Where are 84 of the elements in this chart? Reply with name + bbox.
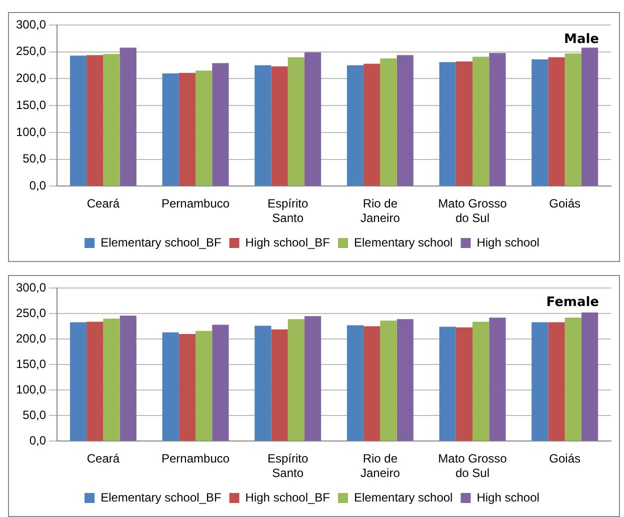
bar xyxy=(254,326,272,441)
bar xyxy=(380,320,397,441)
bar xyxy=(396,55,414,186)
x-tick-label: Rio de Janeiro xyxy=(360,196,400,226)
bar xyxy=(271,66,288,186)
legend-label: High school xyxy=(476,490,540,504)
y-tick-label: 150,0 xyxy=(16,356,46,371)
bar xyxy=(178,72,196,186)
bar xyxy=(212,63,229,186)
bar xyxy=(86,55,104,186)
y-tick-label: 0,0 xyxy=(29,178,46,193)
bar xyxy=(581,312,598,441)
bar xyxy=(532,322,548,441)
bar xyxy=(564,318,582,441)
bar xyxy=(396,319,414,441)
bar xyxy=(472,56,490,186)
y-tick-label: 300,0 xyxy=(16,17,46,32)
y-tick-label: 150,0 xyxy=(16,98,46,112)
bar xyxy=(162,73,179,186)
bar xyxy=(162,332,179,441)
y-tick-label: 250,0 xyxy=(16,306,46,320)
legend-label: Elementary school_BF xyxy=(100,490,222,504)
bar xyxy=(288,57,304,186)
text: Male xyxy=(564,32,600,47)
bar xyxy=(548,57,565,186)
bar xyxy=(364,326,380,441)
x-tick-label: Pernambuco xyxy=(162,196,230,211)
bar xyxy=(196,330,212,441)
bar xyxy=(380,58,397,186)
bar xyxy=(456,327,473,441)
y-tick-label: 0,0 xyxy=(29,434,46,448)
bar xyxy=(70,322,87,441)
bar xyxy=(456,62,473,186)
bar xyxy=(548,322,565,441)
bar xyxy=(254,65,272,186)
y-tick-label: 50,0 xyxy=(22,408,46,422)
x-tick-label: Pernambuco xyxy=(162,452,230,466)
y-tick-label: 250,0 xyxy=(16,44,46,58)
y-tick-label: 100,0 xyxy=(16,382,46,396)
bar xyxy=(346,65,364,186)
y-tick-label: 200,0 xyxy=(16,71,46,86)
y-tick-label: 100,0 xyxy=(16,124,46,139)
bar xyxy=(178,334,196,441)
legend-label: High school xyxy=(476,235,540,250)
bar xyxy=(70,56,87,186)
bar xyxy=(212,324,229,441)
bar xyxy=(364,64,380,186)
legend-label: Elementary school xyxy=(354,490,453,504)
bar xyxy=(581,48,598,186)
x-tick-label: Ceará xyxy=(86,452,120,466)
x-tick-label: Mato Grosso do Sul xyxy=(438,196,508,226)
bar xyxy=(439,62,456,186)
y-tick-label: 50,0 xyxy=(22,152,46,166)
x-tick-label: Espírito Santo xyxy=(268,452,309,480)
x-tick-label: Mato Grosso do Sul xyxy=(438,452,508,480)
bar xyxy=(564,53,582,186)
bar xyxy=(489,52,506,186)
bar xyxy=(120,48,136,186)
legend-label: High school_BF xyxy=(245,235,330,250)
y-tick-label: 300,0 xyxy=(16,280,46,294)
bar xyxy=(103,318,120,441)
bar xyxy=(304,316,322,441)
x-tick-label: Goiás xyxy=(549,196,581,211)
legend-label: Elementary school xyxy=(354,235,453,250)
x-tick-label: Rio de Janeiro xyxy=(360,452,400,480)
bar xyxy=(86,322,104,441)
x-tick-label: Ceará xyxy=(86,196,120,211)
text: Female xyxy=(546,294,600,310)
bar xyxy=(288,319,304,441)
legend-label: High school_BF xyxy=(245,490,330,504)
legend-label: Elementary school_BF xyxy=(100,235,222,250)
bar xyxy=(489,318,506,441)
bar xyxy=(271,329,288,441)
y-tick-label: 200,0 xyxy=(16,331,46,346)
bar xyxy=(304,52,322,186)
x-tick-label: Espírito Santo xyxy=(268,196,309,226)
bar xyxy=(472,322,490,441)
bar xyxy=(346,325,364,441)
bar xyxy=(196,70,212,186)
bar xyxy=(532,59,548,186)
bar xyxy=(439,326,456,441)
bar xyxy=(120,316,136,441)
bar xyxy=(103,54,120,186)
x-tick-label: Goiás xyxy=(549,452,581,466)
